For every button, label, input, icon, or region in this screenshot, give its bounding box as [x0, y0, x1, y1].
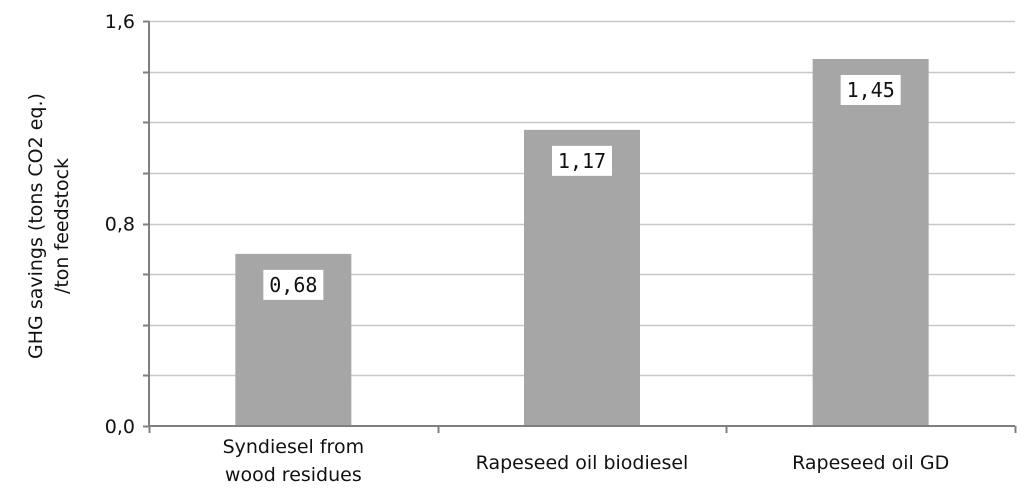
data-label-bg-0 [263, 269, 324, 300]
y-axis-label-line-1: /ton feedstock [51, 158, 73, 294]
x-category-label-2: Rapeseed oil GD [792, 452, 949, 474]
x-category-label-0-line-1: wood residues [225, 464, 362, 486]
data-label-1: 1,17 [558, 149, 606, 173]
x-category-label-0-line-0: Syndiesel from [223, 436, 365, 458]
bar-2 [812, 58, 929, 426]
bars [235, 58, 929, 426]
data-label-bg-1 [552, 145, 612, 176]
data-label-0: 0,68 [269, 273, 317, 297]
axes [143, 20, 1017, 433]
data-label-bg-2 [840, 74, 901, 105]
x-category-label-1: Rapeseed oil biodiesel [476, 452, 689, 474]
bar-1 [524, 129, 640, 426]
y-axis-label-line-0: GHG savings (tons CO2 eq.) [25, 93, 47, 359]
y-tick-label-0: 0,0 [105, 416, 135, 438]
labels: 0,0 0,8 1,6 0,68 Syndiesel from wood residues… [25, 11, 949, 486]
y-tick-label-1: 0,8 [105, 214, 135, 236]
data-label-2: 1,45 [847, 78, 895, 102]
y-tick-label-2: 1,6 [105, 11, 135, 33]
